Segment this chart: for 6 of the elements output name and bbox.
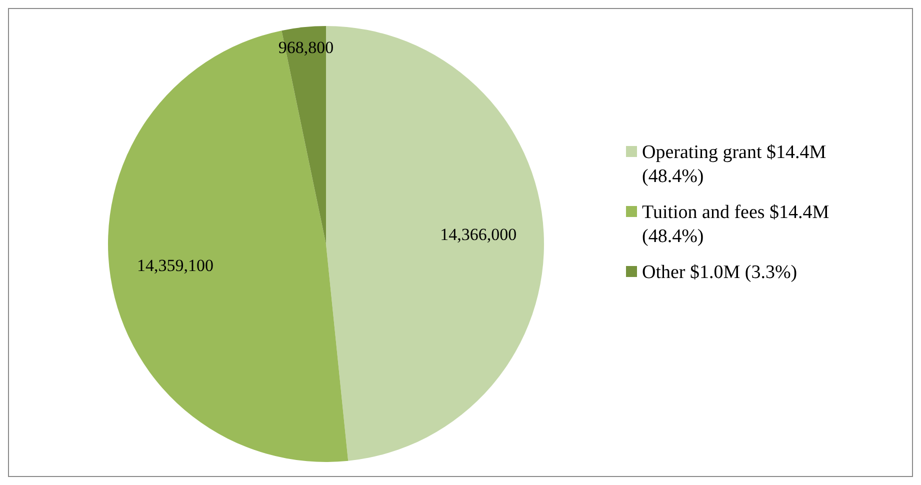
- legend-label: Other $1.0M (3.3%): [642, 262, 798, 283]
- pie-slice: [108, 30, 348, 462]
- legend-label: Operating grant $14.4M (48.4%): [642, 142, 826, 187]
- legend-label: Tuition and fees $14.4M (48.4%): [642, 202, 830, 247]
- data-label: 14,366,000: [440, 225, 517, 244]
- data-label: 14,359,100: [136, 256, 214, 276]
